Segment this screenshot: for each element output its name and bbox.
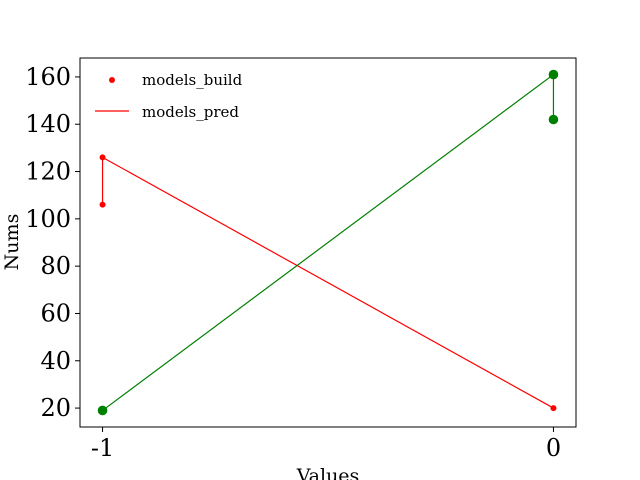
y-tick-label-3: 80 bbox=[40, 252, 71, 280]
plot-frame bbox=[79, 57, 577, 428]
series-0-point-0 bbox=[99, 201, 106, 208]
y-tick-label-6: 140 bbox=[25, 110, 71, 138]
series-0-point-2 bbox=[550, 405, 557, 412]
series-1-point-2 bbox=[548, 114, 559, 125]
y-tick-label-0: 20 bbox=[40, 394, 71, 422]
x-tick-label-0: -1 bbox=[91, 434, 114, 462]
series-layer bbox=[97, 69, 559, 416]
legend-marker-models-build bbox=[109, 77, 115, 83]
y-tick-label-5: 120 bbox=[25, 158, 71, 186]
legend-label-models-build: models_build bbox=[142, 71, 243, 89]
series-0-point-1 bbox=[99, 154, 106, 161]
y-tick-label-1: 40 bbox=[40, 347, 71, 375]
x-axis-label: Values bbox=[296, 465, 360, 480]
y-axis: 20 40 60 80 100 120 140 160 bbox=[25, 63, 80, 422]
series-1-point-1 bbox=[548, 69, 559, 80]
legend: models_build models_pred bbox=[95, 71, 243, 121]
series-1-point-0 bbox=[97, 405, 108, 416]
y-tick-label-4: 100 bbox=[25, 205, 71, 233]
legend-label-models-pred: models_pred bbox=[142, 103, 239, 121]
series-line-0 bbox=[101, 156, 554, 409]
x-axis: -1 0 bbox=[91, 427, 561, 462]
series-line-1 bbox=[102, 73, 555, 411]
y-tick-label-2: 60 bbox=[40, 299, 71, 327]
x-tick-label-1: 0 bbox=[546, 434, 561, 462]
y-axis-label: Nums bbox=[1, 214, 23, 271]
y-tick-label-7: 160 bbox=[25, 63, 71, 91]
